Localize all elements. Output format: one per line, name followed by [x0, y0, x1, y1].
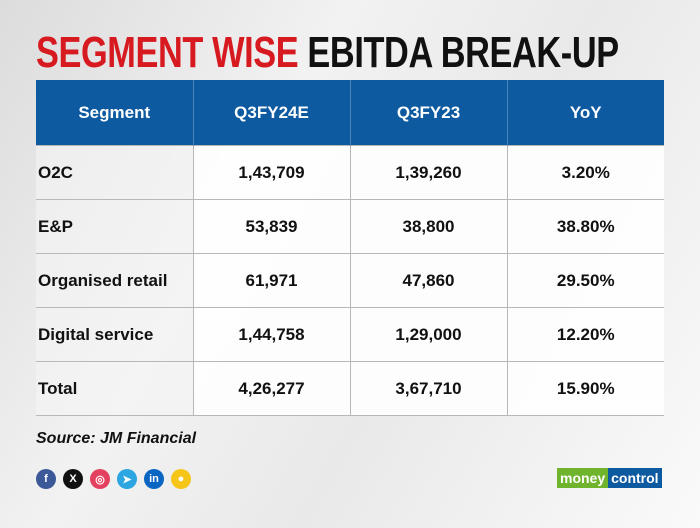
moneycontrol-logo: money control	[557, 467, 662, 489]
value-cell: 61,971	[192, 253, 351, 308]
x-icon[interactable]: X	[63, 469, 83, 489]
segment-cell: E&P	[36, 199, 194, 254]
table-row: E&P 53,839 38,800 38.80%	[36, 199, 664, 254]
value-cell: 1,39,260	[349, 145, 508, 200]
koo-icon[interactable]: ●	[171, 469, 191, 489]
segment-cell: Digital service	[36, 307, 194, 362]
column-header: YoY	[507, 80, 664, 146]
linkedin-icon[interactable]: in	[144, 469, 164, 489]
table-row: Total 4,26,277 3,67,710 15.90%	[36, 361, 664, 416]
logo-part-control: control	[608, 468, 662, 488]
ebitda-table: Segment Q3FY24E Q3FY23 YoY O2C 1,43,709 1,…	[36, 80, 664, 416]
value-cell: 3.20%	[506, 145, 664, 200]
value-cell: 38.80%	[506, 199, 664, 254]
instagram-icon[interactable]: ◎	[90, 469, 110, 489]
value-cell: 4,26,277	[192, 361, 351, 416]
value-cell: 1,44,758	[192, 307, 351, 362]
table-header-row: Segment Q3FY24E Q3FY23 YoY	[36, 80, 664, 146]
value-cell: 15.90%	[506, 361, 664, 416]
column-header: Q3FY24E	[193, 80, 351, 146]
page-title: SEGMENT WISE EBITDA BREAK-UP	[36, 28, 619, 78]
value-cell: 1,43,709	[192, 145, 351, 200]
facebook-icon[interactable]: f	[36, 469, 56, 489]
value-cell: 3,67,710	[349, 361, 508, 416]
value-cell: 53,839	[192, 199, 351, 254]
value-cell: 47,860	[349, 253, 508, 308]
table-row: Digital service 1,44,758 1,29,000 12.20%	[36, 307, 664, 362]
column-header: Segment	[36, 80, 194, 146]
segment-cell: O2C	[36, 145, 194, 200]
value-cell: 1,29,000	[349, 307, 508, 362]
segment-cell: Total	[36, 361, 194, 416]
telegram-icon[interactable]: ➤	[117, 469, 137, 489]
table-row: O2C 1,43,709 1,39,260 3.20%	[36, 145, 664, 200]
column-header: Q3FY23	[350, 80, 508, 146]
value-cell: 29.50%	[506, 253, 664, 308]
segment-cell: Organised retail	[36, 253, 194, 308]
title-highlight: SEGMENT WISE	[36, 28, 299, 77]
logo-part-money: money	[557, 468, 609, 488]
value-cell: 38,800	[349, 199, 508, 254]
source-note: Source: JM Financial	[36, 430, 197, 447]
title-rest: EBITDA BREAK-UP	[307, 28, 619, 77]
table-row: Organised retail 61,971 47,860 29.50%	[36, 253, 664, 308]
value-cell: 12.20%	[506, 307, 664, 362]
social-icons: f X ◎ ➤ in ●	[36, 469, 191, 489]
